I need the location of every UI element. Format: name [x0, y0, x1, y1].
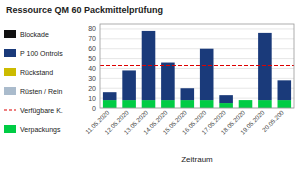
y-tick-label: 40 — [88, 65, 96, 72]
y-tick-label: 70 — [88, 35, 96, 42]
legend-label: Blockade — [20, 31, 49, 38]
legend-swatch — [4, 125, 16, 133]
x-axis-label: Zeitraum — [181, 155, 213, 164]
bar — [258, 100, 272, 108]
bar — [219, 95, 233, 103]
bar — [219, 103, 233, 108]
y-tick-label: 80 — [88, 25, 96, 32]
bar — [122, 70, 136, 100]
bar — [278, 80, 292, 100]
bar — [122, 100, 136, 108]
x-tick-label: 20.05.200 — [261, 108, 286, 133]
legend-swatch — [4, 87, 16, 95]
legend-label: Rüsten / Rein — [20, 88, 63, 95]
y-tick-label: 20 — [88, 85, 96, 92]
legend-swatch — [4, 68, 16, 76]
bar — [161, 100, 175, 108]
bar — [239, 100, 253, 101]
bar — [278, 100, 292, 108]
bar — [258, 33, 272, 100]
plot-frame — [100, 24, 294, 108]
bar — [181, 88, 195, 100]
legend-swatch — [4, 30, 16, 38]
title: Ressource QM 60 Packmittelprüfung — [6, 5, 163, 15]
grid-line — [100, 28, 294, 29]
y-tick-label: 50 — [88, 55, 96, 62]
y-tick-label: 10 — [88, 95, 96, 102]
x-tick-label: 19.05.2020 — [239, 108, 266, 135]
legend-label: Verpackungs — [20, 126, 61, 134]
legend: Blockade P 100 Ontrols Rückstand Rüsten / R… — [4, 30, 63, 134]
legend-swatch — [4, 49, 16, 57]
bar — [103, 92, 117, 100]
plot-area — [100, 31, 294, 108]
reference-line — [100, 65, 294, 66]
bar — [181, 100, 195, 108]
legend-swatch — [4, 109, 16, 110]
bar — [200, 100, 214, 108]
y-tick-label: 60 — [88, 45, 96, 52]
y-tick-label: 30 — [88, 75, 96, 82]
chart: Ressource QM 60 Packmittelprüfung 0 10 20 30… — [0, 0, 300, 170]
legend-label: P 100 Ontrols — [20, 50, 63, 57]
legend-label: Verfügbare K. — [20, 107, 63, 115]
bar — [142, 100, 156, 108]
bar — [161, 63, 175, 101]
bar — [200, 49, 214, 100]
legend-label: Rückstand — [20, 69, 53, 76]
bar — [103, 100, 117, 108]
bar — [239, 100, 253, 108]
y-tick-label: 0 — [92, 105, 96, 112]
